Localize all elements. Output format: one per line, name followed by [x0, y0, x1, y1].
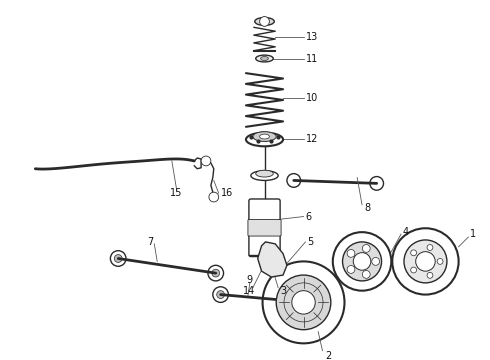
Circle shape: [353, 253, 371, 270]
Circle shape: [363, 244, 370, 252]
Circle shape: [437, 258, 443, 264]
Circle shape: [276, 275, 331, 330]
Circle shape: [213, 287, 228, 302]
Ellipse shape: [256, 55, 273, 62]
Circle shape: [212, 269, 220, 277]
Text: 13: 13: [305, 32, 318, 42]
Circle shape: [260, 17, 270, 26]
Ellipse shape: [260, 134, 270, 139]
Circle shape: [110, 251, 126, 266]
Text: 8: 8: [364, 203, 370, 213]
Circle shape: [263, 261, 344, 343]
Text: 10: 10: [305, 93, 318, 103]
Text: 15: 15: [170, 188, 182, 198]
Ellipse shape: [246, 132, 283, 146]
Text: 2: 2: [325, 351, 331, 360]
Circle shape: [333, 232, 392, 291]
Text: 16: 16: [220, 188, 233, 198]
Ellipse shape: [253, 132, 276, 141]
FancyBboxPatch shape: [248, 220, 281, 236]
Text: 12: 12: [305, 135, 318, 144]
Ellipse shape: [261, 57, 269, 60]
Circle shape: [217, 291, 224, 298]
Circle shape: [411, 250, 416, 256]
Circle shape: [209, 192, 219, 202]
Circle shape: [292, 291, 315, 314]
Text: 6: 6: [305, 212, 312, 221]
Circle shape: [411, 267, 416, 273]
Circle shape: [343, 242, 382, 281]
Text: 3: 3: [280, 286, 286, 296]
Circle shape: [416, 252, 435, 271]
Circle shape: [304, 298, 312, 306]
Ellipse shape: [251, 171, 278, 180]
Text: 14: 14: [243, 286, 255, 296]
Text: 4: 4: [403, 227, 409, 237]
Circle shape: [427, 244, 433, 251]
Circle shape: [347, 266, 355, 273]
Circle shape: [208, 265, 223, 281]
Circle shape: [370, 176, 384, 190]
Text: 7: 7: [147, 237, 154, 247]
Text: 1: 1: [470, 229, 476, 239]
Circle shape: [201, 156, 211, 166]
Ellipse shape: [256, 170, 273, 177]
Circle shape: [287, 174, 300, 187]
Circle shape: [372, 257, 380, 265]
Circle shape: [114, 255, 122, 262]
Circle shape: [392, 228, 459, 294]
Circle shape: [427, 273, 433, 278]
Text: 9: 9: [246, 275, 252, 285]
Text: 11: 11: [305, 54, 318, 63]
FancyBboxPatch shape: [249, 199, 280, 257]
Polygon shape: [258, 242, 287, 277]
Ellipse shape: [255, 18, 274, 25]
Circle shape: [347, 249, 355, 257]
Circle shape: [363, 270, 370, 278]
Text: 5: 5: [307, 237, 314, 247]
Circle shape: [404, 240, 447, 283]
Circle shape: [300, 294, 316, 310]
